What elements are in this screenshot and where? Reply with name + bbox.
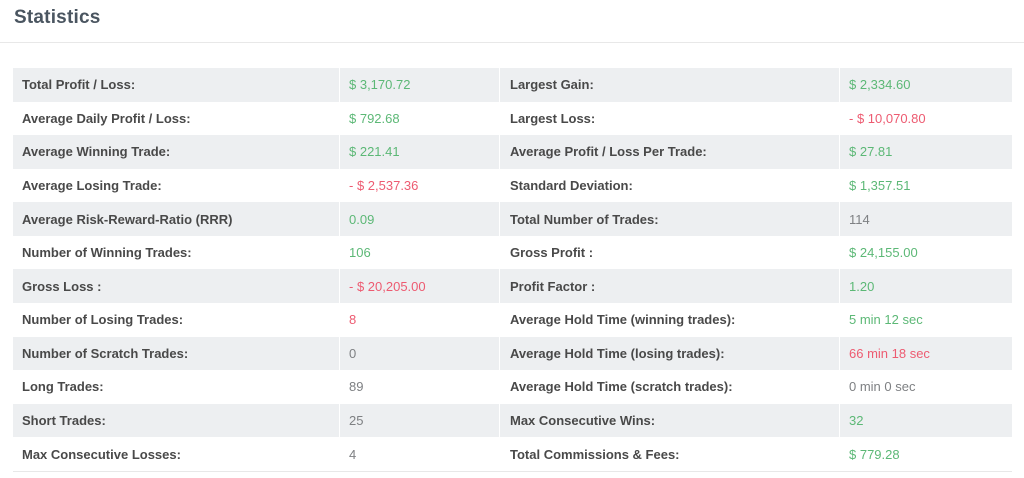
table-row: Number of Losing Trades: 8 Average Hold … — [13, 303, 1012, 337]
stat-value-left: 89 — [340, 370, 500, 404]
stat-label-left: Average Risk-Reward-Ratio (RRR) — [13, 202, 340, 236]
table-row: Gross Loss : - $ 20,205.00 Profit Factor… — [13, 269, 1012, 304]
table-row: Average Risk-Reward-Ratio (RRR) 0.09 Tot… — [13, 202, 1012, 236]
table-row: Average Daily Profit / Loss: $ 792.68 La… — [13, 101, 1012, 136]
table-row: Number of Scratch Trades: 0 Average Hold… — [13, 336, 1012, 371]
stat-value-right: 1.20 — [849, 278, 875, 294]
stat-label-right: Standard Deviation: — [500, 168, 840, 203]
stat-value-right: 32 — [849, 413, 864, 429]
stat-value-right: $ 779.28 — [849, 446, 900, 462]
table-row: Average Losing Trade: - $ 2,537.36 Stand… — [13, 168, 1012, 203]
stat-label-right: Largest Loss: — [500, 101, 840, 136]
page-header: Statistics — [0, 0, 1024, 43]
stat-value-right: 66 min 18 sec — [849, 345, 930, 361]
table-row: Number of Winning Trades: 106 Gross Prof… — [13, 235, 1012, 270]
stat-label-left: Number of Losing Trades: — [13, 303, 340, 337]
stat-label-left: Long Trades: — [13, 370, 340, 404]
stat-label-right: Total Commissions & Fees: — [500, 437, 840, 471]
stat-label-right: Max Consecutive Wins: — [500, 403, 840, 438]
stat-label-right: Gross Profit : — [500, 235, 840, 270]
stat-label-right: Average Hold Time (losing trades): — [500, 336, 840, 371]
stat-value-right: $ 27.81 — [849, 144, 893, 160]
stat-label-right: Average Hold Time (winning trades): — [500, 303, 840, 337]
stat-label-left: Average Winning Trade: — [13, 135, 340, 169]
stat-value-right: $ 2,334.60 — [849, 77, 911, 93]
stat-value-left: - $ 2,537.36 — [340, 168, 500, 203]
stat-label-left: Short Trades: — [13, 403, 340, 438]
stat-value-left: - $ 20,205.00 — [340, 269, 500, 304]
stat-label-left: Average Losing Trade: — [13, 168, 340, 203]
stat-label-left: Number of Scratch Trades: — [13, 336, 340, 371]
page-title: Statistics — [14, 7, 101, 28]
table-row: Long Trades: 89 Average Hold Time (scrat… — [13, 370, 1012, 404]
stat-label-right: Total Number of Trades: — [500, 202, 840, 236]
stat-value-left: $ 792.68 — [340, 101, 500, 136]
stat-label-right: Average Profit / Loss Per Trade: — [500, 135, 840, 169]
stat-value-left: 8 — [340, 303, 500, 337]
stat-value-left: 0 — [340, 336, 500, 371]
stat-value-right: 5 min 12 sec — [849, 312, 923, 328]
table-row: Total Profit / Loss: $ 3,170.72 Largest … — [13, 68, 1012, 102]
stat-value-left: 25 — [340, 403, 500, 438]
stat-label-left: Max Consecutive Losses: — [13, 437, 340, 471]
stat-label-left: Total Profit / Loss: — [13, 68, 340, 102]
stat-value-left: 4 — [340, 437, 500, 471]
stat-value-right: $ 24,155.00 — [849, 245, 918, 261]
stat-value-left: 0.09 — [340, 202, 500, 236]
stat-label-left: Number of Winning Trades: — [13, 235, 340, 270]
stat-value-left: 106 — [340, 235, 500, 270]
statistics-table: Total Profit / Loss: $ 3,170.72 Largest … — [13, 68, 1012, 472]
table-row: Max Consecutive Losses: 4 Total Commissi… — [13, 437, 1012, 471]
stat-label-right: Largest Gain: — [500, 68, 840, 102]
stat-value-right: $ 1,357.51 — [849, 178, 911, 194]
stat-value-right: 114 — [849, 211, 870, 227]
stat-label-left: Average Daily Profit / Loss: — [13, 101, 340, 136]
table-row: Short Trades: 25 Max Consecutive Wins: 3… — [13, 403, 1012, 438]
stat-label-left: Gross Loss : — [13, 269, 340, 304]
stat-label-right: Profit Factor : — [500, 269, 840, 304]
stat-value-left: $ 221.41 — [340, 135, 500, 169]
stat-value-right: - $ 10,070.80 — [849, 110, 926, 126]
stat-value-right: 0 min 0 sec — [849, 379, 916, 395]
stat-value-left: $ 3,170.72 — [340, 68, 500, 102]
stat-label-right: Average Hold Time (scratch trades): — [500, 370, 840, 404]
table-row: Average Winning Trade: $ 221.41 Average … — [13, 135, 1012, 169]
